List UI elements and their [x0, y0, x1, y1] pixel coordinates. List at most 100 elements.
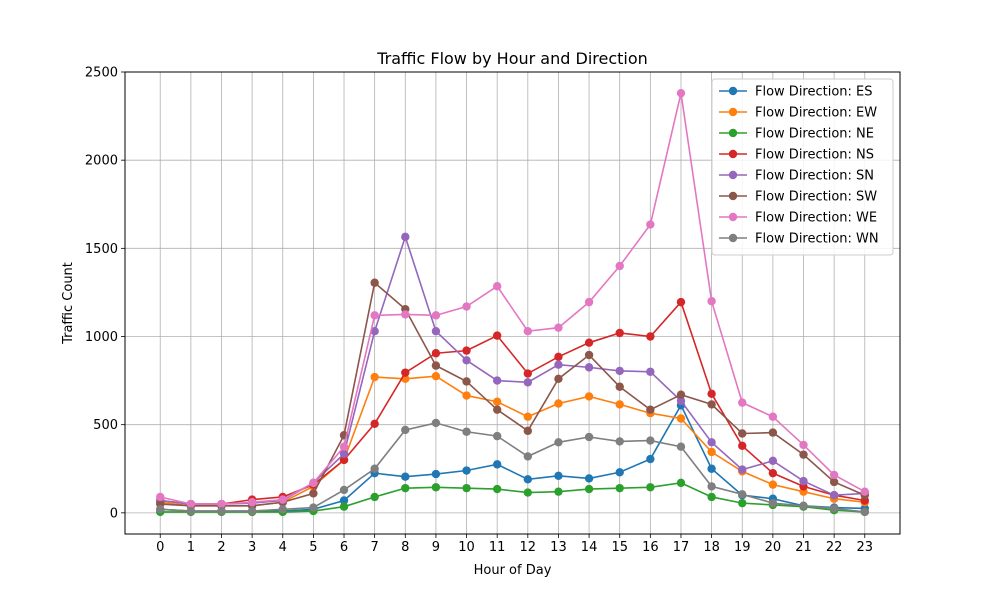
data-point: [339, 485, 349, 495]
data-point: [339, 442, 349, 451]
data-point: [217, 499, 226, 509]
legend-marker: [728, 212, 738, 222]
data-point: [431, 311, 441, 320]
data-point: [554, 360, 563, 369]
data-point: [339, 496, 349, 505]
plot-frame: [124, 71, 901, 535]
data-point: [615, 366, 624, 376]
x-tick-label: 8: [401, 540, 409, 555]
x-tick-label: 16: [642, 540, 659, 555]
data-point: [615, 437, 624, 446]
data-point: [247, 498, 257, 507]
data-point: [492, 460, 502, 469]
y-axis-label: Traffic Count: [61, 262, 76, 345]
data-point: [707, 492, 716, 502]
data-point: [431, 327, 441, 336]
data-point: [799, 501, 808, 510]
data-point: [584, 392, 594, 401]
data-point: [584, 474, 594, 483]
data-point: [738, 490, 747, 499]
data-point: [707, 389, 716, 399]
legend-item: Flow Direction: EW: [719, 106, 877, 121]
data-point: [462, 466, 471, 475]
data-point: [584, 363, 594, 372]
data-point: [370, 327, 379, 336]
data-point: [401, 425, 410, 435]
legend-item: Flow Direction: ES: [719, 85, 873, 100]
data-point: [401, 483, 410, 493]
data-point: [401, 310, 410, 319]
data-point: [462, 302, 471, 311]
data-point: [554, 438, 563, 447]
series-ns: [156, 297, 869, 509]
legend-item: Flow Direction: NE: [719, 127, 874, 142]
data-point: [492, 282, 502, 291]
data-point: [799, 450, 808, 459]
data-point: [186, 499, 196, 509]
data-point: [309, 503, 318, 512]
data-point: [554, 323, 563, 332]
data-point: [676, 396, 686, 406]
chart-title: Traffic Flow by Hour and Direction: [376, 49, 648, 68]
data-point: [829, 504, 839, 513]
x-tick-label: 18: [703, 540, 720, 555]
data-point: [554, 352, 563, 361]
data-point: [829, 477, 839, 487]
legend-marker: [728, 191, 738, 201]
data-point: [646, 405, 655, 414]
series-line: [160, 375, 865, 507]
series-line: [160, 92, 866, 505]
data-point: [707, 400, 716, 409]
data-point: [768, 468, 778, 478]
series-sw: [156, 278, 869, 510]
data-point: [492, 405, 502, 414]
y-tick-label: 1500: [85, 242, 118, 257]
legend-item: Flow Direction: SN: [719, 169, 874, 184]
y-tick-label: 2500: [85, 66, 118, 81]
x-tick-label: 6: [340, 540, 348, 555]
series-line: [160, 281, 866, 507]
legend-item: Flow Direction: NS: [719, 148, 874, 163]
data-point: [339, 502, 349, 511]
data-point: [646, 436, 655, 445]
data-point: [584, 432, 594, 442]
data-point: [646, 367, 655, 376]
data-point: [676, 390, 686, 399]
x-tick-label: 1: [187, 540, 195, 555]
x-tick-label: 0: [156, 540, 164, 555]
legend-label: Flow Direction: SW: [755, 190, 877, 205]
data-point: [615, 261, 624, 271]
data-point: [186, 506, 196, 516]
data-point: [462, 346, 471, 355]
legend-marker: [728, 149, 738, 159]
x-tick-label: 13: [550, 540, 567, 555]
data-point: [370, 372, 379, 382]
data-point: [523, 475, 533, 484]
data-point: [462, 391, 471, 400]
series-line: [160, 234, 865, 505]
x-axis-label: Hour of Day: [474, 563, 552, 578]
data-point: [370, 311, 379, 320]
data-point: [584, 350, 594, 360]
data-point: [523, 426, 533, 436]
data-point: [554, 487, 563, 496]
data-point: [156, 505, 165, 514]
x-tick-label: 7: [371, 540, 379, 555]
legend-label: Flow Direction: ES: [755, 85, 873, 100]
legend-item: Flow Direction: SW: [719, 190, 877, 205]
data-point: [646, 454, 655, 464]
legend: Flow Direction: ES Flow Direction: EW Flow…: [711, 78, 894, 256]
legend-marker: [728, 170, 738, 180]
series-wn: [156, 418, 869, 517]
y-tick-label: 2000: [85, 154, 118, 169]
data-point: [492, 431, 502, 441]
data-point: [676, 478, 686, 488]
x-tick-label: 9: [432, 540, 440, 555]
data-point: [676, 297, 686, 307]
x-tick-label: 10: [458, 540, 475, 555]
data-point: [615, 400, 624, 409]
y-tick-label: 500: [93, 418, 118, 433]
series-ew: [156, 371, 869, 510]
legend-label: Flow Direction: NS: [755, 148, 874, 163]
series-line: [160, 482, 865, 513]
